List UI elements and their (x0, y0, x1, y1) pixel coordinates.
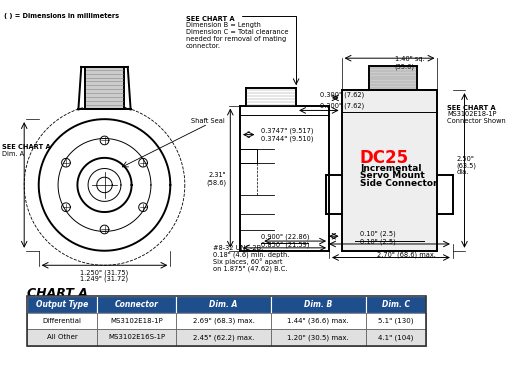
Text: 1.44" (36.6) max.: 1.44" (36.6) max. (287, 318, 349, 324)
Bar (27, 329, 97, 346)
Bar (176, 329, 271, 346)
Text: 0.300" (7.62): 0.300" (7.62) (320, 103, 365, 109)
Bar (366, 329, 426, 346)
Text: 2.50": 2.50" (457, 156, 475, 162)
Text: 0.850" (21.59): 0.850" (21.59) (261, 241, 310, 248)
Text: Dimension B = Length: Dimension B = Length (186, 22, 261, 28)
Text: MS3102E18-1P: MS3102E18-1P (447, 112, 496, 117)
Bar (271, 313, 366, 329)
Text: DC25: DC25 (360, 149, 409, 167)
Text: (35.6): (35.6) (395, 63, 415, 69)
Text: 4.1" (104): 4.1" (104) (378, 334, 414, 341)
Text: connector.: connector. (186, 43, 221, 49)
Text: 0.18" (4.6) min. depth.: 0.18" (4.6) min. depth. (213, 252, 289, 258)
Text: 0.10" (2.5): 0.10" (2.5) (360, 238, 396, 245)
Text: Connector: Connector (114, 300, 159, 309)
Polygon shape (85, 67, 124, 109)
Text: Shaft Seal: Shaft Seal (191, 118, 225, 124)
Text: ( ) = Dimensions in millimeters: ( ) = Dimensions in millimeters (4, 13, 119, 19)
Text: Six places, 60° apart: Six places, 60° apart (213, 258, 282, 265)
Text: 1.249" (31.72): 1.249" (31.72) (80, 276, 129, 283)
Bar (27, 296, 97, 313)
Bar (366, 296, 426, 313)
Text: 2.45" (62.2) max.: 2.45" (62.2) max. (193, 334, 254, 341)
Text: Output Type: Output Type (36, 300, 88, 309)
Text: 0.900" (22.86): 0.900" (22.86) (261, 233, 310, 240)
Text: 2.31": 2.31" (209, 172, 227, 178)
Text: Dimension C = Total clearance: Dimension C = Total clearance (186, 29, 288, 35)
Text: 0.300" (7.62): 0.300" (7.62) (320, 91, 365, 98)
Bar (366, 313, 426, 329)
Text: 0.3744" (9.510): 0.3744" (9.510) (261, 135, 314, 142)
Text: 0.3747" (9.517): 0.3747" (9.517) (261, 128, 314, 134)
Bar (271, 296, 366, 313)
Bar (271, 329, 366, 346)
Text: (58.6): (58.6) (207, 179, 227, 186)
Text: dia.: dia. (457, 170, 469, 175)
Text: SEE CHART A: SEE CHART A (447, 105, 495, 110)
Text: 1.250" (31.75): 1.250" (31.75) (80, 269, 129, 276)
Text: 2.70" (68.6) max.: 2.70" (68.6) max. (377, 252, 436, 258)
Text: 2.69" (68.3) max.: 2.69" (68.3) max. (193, 318, 254, 324)
Text: #8-32 UNC-2B.: #8-32 UNC-2B. (213, 245, 263, 251)
Text: Dim. B: Dim. B (304, 300, 333, 309)
Bar (27, 313, 97, 329)
Polygon shape (369, 66, 417, 90)
Text: Differential: Differential (42, 318, 81, 324)
Text: 1.40" sq.: 1.40" sq. (395, 56, 424, 62)
Text: MS3102E18-1P: MS3102E18-1P (110, 318, 163, 324)
Text: Servo Mount: Servo Mount (360, 171, 425, 181)
Text: Dim. C: Dim. C (382, 300, 410, 309)
Text: 1.20" (30.5) max.: 1.20" (30.5) max. (287, 334, 349, 341)
Text: Dim. A: Dim. A (209, 300, 238, 309)
Text: Connector Shown: Connector Shown (447, 118, 506, 124)
Text: All Other: All Other (46, 334, 77, 340)
Text: Side Connector: Side Connector (360, 179, 437, 188)
Bar (341, 90, 437, 251)
Bar (97, 313, 176, 329)
Bar (97, 296, 176, 313)
Text: 0.10" (2.5): 0.10" (2.5) (360, 230, 396, 237)
Text: (63.5): (63.5) (457, 163, 477, 169)
Text: Incremental: Incremental (360, 164, 421, 172)
Text: Dim. A: Dim. A (2, 151, 24, 157)
Bar (27, 296, 426, 346)
Text: on 1.875" (47.62) B.C.: on 1.875" (47.62) B.C. (213, 265, 287, 272)
Text: CHART A: CHART A (27, 287, 88, 299)
Text: MS3102E16S-1P: MS3102E16S-1P (108, 334, 165, 340)
Bar (97, 329, 176, 346)
Bar (176, 313, 271, 329)
Text: 5.1" (130): 5.1" (130) (378, 318, 414, 324)
Text: SEE CHART A: SEE CHART A (2, 144, 50, 150)
Text: needed for removal of mating: needed for removal of mating (186, 36, 286, 42)
Text: SEE CHART A: SEE CHART A (186, 16, 234, 22)
Bar (176, 296, 271, 313)
